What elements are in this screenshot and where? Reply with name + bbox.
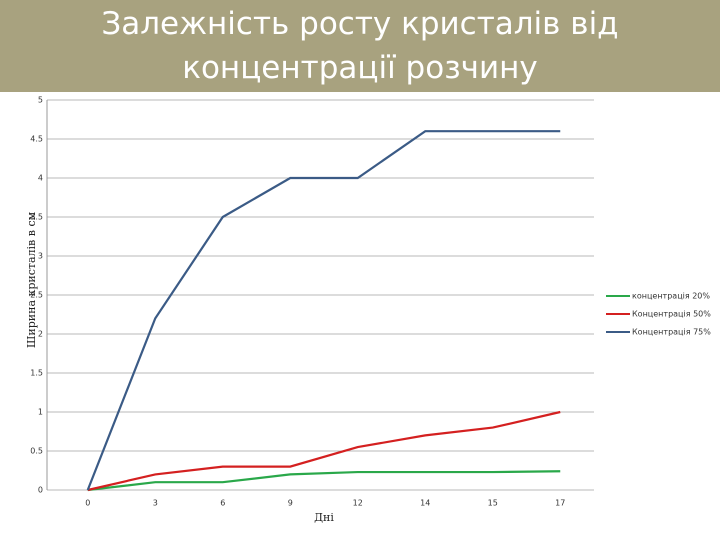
title-band xyxy=(0,0,720,92)
x-tick-label: 0 xyxy=(85,499,90,508)
y-tick-label: 5 xyxy=(38,96,43,105)
x-tick-label: 14 xyxy=(420,499,430,508)
legend-label: Концентрація 50% xyxy=(632,310,711,319)
series-line xyxy=(87,470,561,492)
legend-label: Концентрація 75% xyxy=(632,328,711,337)
legend-label: концентрація 20% xyxy=(632,292,710,301)
x-tick-label: 15 xyxy=(488,499,498,508)
series-line xyxy=(87,410,561,492)
y-tick-label: 2.5 xyxy=(30,291,43,300)
y-tick-label: 2 xyxy=(38,330,43,339)
x-tick-label: 12 xyxy=(353,499,363,508)
y-tick-label: 4 xyxy=(38,174,43,183)
x-tick-label: 9 xyxy=(288,499,293,508)
y-tick-label: 1.5 xyxy=(30,369,43,378)
x-tick-label: 3 xyxy=(153,499,158,508)
y-tick-label: 1 xyxy=(38,408,43,417)
chart-title: Залежність росту кристалів від концентра… xyxy=(101,6,619,86)
y-tick-label: 3.5 xyxy=(30,213,43,222)
x-tick-label: 17 xyxy=(555,499,565,508)
y-axis-label: Ширина кристалів в см xyxy=(25,211,38,348)
series-line xyxy=(86,130,561,491)
y-tick-label: 4.5 xyxy=(30,135,43,144)
y-tick-label: 0 xyxy=(38,486,43,495)
y-tick-label: 3 xyxy=(38,252,43,261)
x-axis-label: Дні xyxy=(314,511,334,524)
x-tick-label: 6 xyxy=(220,499,225,508)
y-tick-label: 0.5 xyxy=(30,447,43,456)
